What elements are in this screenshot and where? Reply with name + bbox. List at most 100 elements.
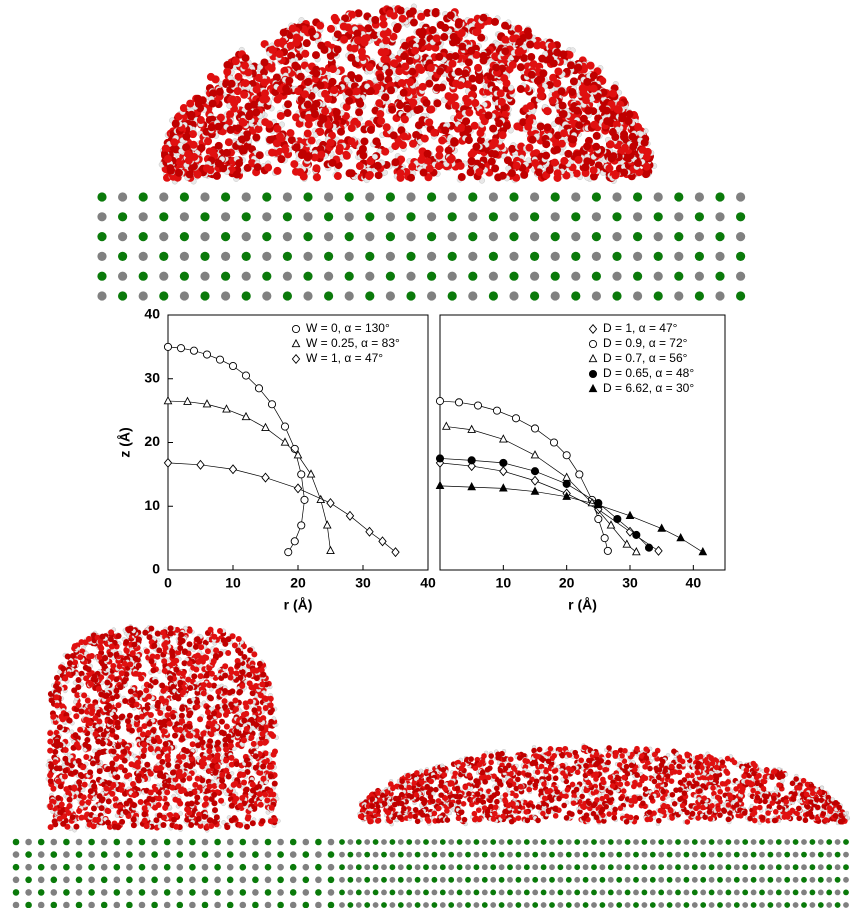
oxygen: [316, 128, 324, 136]
substrate-atom: [612, 212, 621, 221]
oxygen: [291, 62, 299, 70]
oxygen: [340, 36, 348, 44]
oxygen: [205, 648, 211, 654]
substrate-atom: [551, 212, 560, 221]
oxygen: [611, 171, 619, 179]
oxygen: [520, 54, 528, 62]
oxygen: [387, 86, 395, 94]
oxygen: [197, 784, 203, 790]
oxygen: [457, 124, 465, 132]
oxygen: [529, 136, 537, 144]
oxygen: [435, 162, 443, 170]
substrate-atom: [180, 252, 189, 261]
oxygen: [55, 795, 61, 801]
oxygen: [214, 123, 222, 131]
substrate-atom: [97, 212, 106, 221]
oxygen: [546, 166, 554, 174]
oxygen: [254, 163, 262, 171]
oxygen: [436, 67, 444, 75]
oxygen: [429, 26, 437, 34]
oxygen: [316, 22, 324, 30]
oxygen: [580, 115, 588, 123]
oxygen: [520, 171, 528, 179]
oxygen: [216, 88, 224, 96]
oxygen: [458, 173, 466, 181]
oxygen: [284, 100, 292, 108]
substrate-atom: [97, 272, 106, 281]
oxygen: [313, 173, 321, 181]
oxygen: [328, 159, 336, 167]
substrate-atom: [365, 212, 374, 221]
oxygen: [609, 128, 617, 136]
substrate-atom: [118, 212, 127, 221]
substrate-atom: [571, 192, 580, 201]
substrate-atom: [612, 252, 621, 261]
substrate-atom: [200, 192, 209, 201]
substrate-atom: [489, 252, 498, 261]
oxygen: [327, 25, 335, 33]
oxygen: [542, 152, 550, 160]
oxygen: [148, 626, 154, 632]
oxygen: [52, 749, 58, 755]
oxygen: [348, 169, 356, 177]
substrate-atom: [345, 272, 354, 281]
oxygen: [259, 95, 267, 103]
oxygen: [472, 28, 480, 36]
oxygen: [304, 101, 312, 109]
oxygen: [446, 156, 454, 164]
oxygen: [197, 144, 205, 152]
substrate-atom: [97, 232, 106, 241]
oxygen: [397, 169, 405, 177]
oxygen: [249, 798, 255, 804]
substrate-atom: [283, 232, 292, 241]
oxygen: [381, 148, 389, 156]
oxygen: [289, 25, 297, 33]
substrate-atom: [97, 291, 106, 300]
substrate-atom: [345, 212, 354, 221]
oxygen: [409, 99, 417, 107]
oxygen: [551, 159, 559, 167]
oxygen: [215, 160, 223, 168]
substrate-atom: [571, 272, 580, 281]
oxygen: [264, 164, 272, 172]
oxygen: [590, 121, 598, 129]
substrate-atom: [633, 192, 642, 201]
oxygen: [501, 22, 509, 30]
substrate-atom: [221, 192, 230, 201]
oxygen: [252, 108, 260, 116]
substrate-atom: [427, 232, 436, 241]
oxygen: [303, 39, 311, 47]
oxygen: [543, 107, 551, 115]
oxygen: [424, 150, 432, 158]
oxygen: [514, 25, 522, 33]
oxygen: [238, 135, 246, 143]
oxygen: [359, 151, 367, 159]
oxygen: [366, 63, 374, 71]
substrate-atom: [736, 252, 745, 261]
oxygen: [537, 87, 545, 95]
oxygen: [411, 47, 419, 55]
oxygen: [248, 735, 254, 741]
oxygen: [241, 79, 249, 87]
substrate-atom: [633, 252, 642, 261]
oxygen: [287, 129, 295, 137]
substrate-atom: [530, 252, 539, 261]
oxygen: [480, 14, 488, 22]
substrate-atom: [736, 192, 745, 201]
substrate-atom: [303, 232, 312, 241]
oxygen: [530, 60, 538, 68]
substrate-atom: [262, 212, 271, 221]
substrate-atom: [468, 232, 477, 241]
oxygen: [81, 794, 87, 800]
oxygen: [432, 9, 440, 17]
oxygen: [399, 15, 407, 23]
oxygen: [476, 129, 484, 137]
oxygen: [390, 59, 398, 67]
substrate-atom: [468, 272, 477, 281]
oxygen: [583, 157, 591, 165]
substrate-atom: [715, 272, 724, 281]
substrate-atom: [674, 232, 683, 241]
oxygen: [517, 85, 525, 93]
substrate-atom: [633, 291, 642, 300]
